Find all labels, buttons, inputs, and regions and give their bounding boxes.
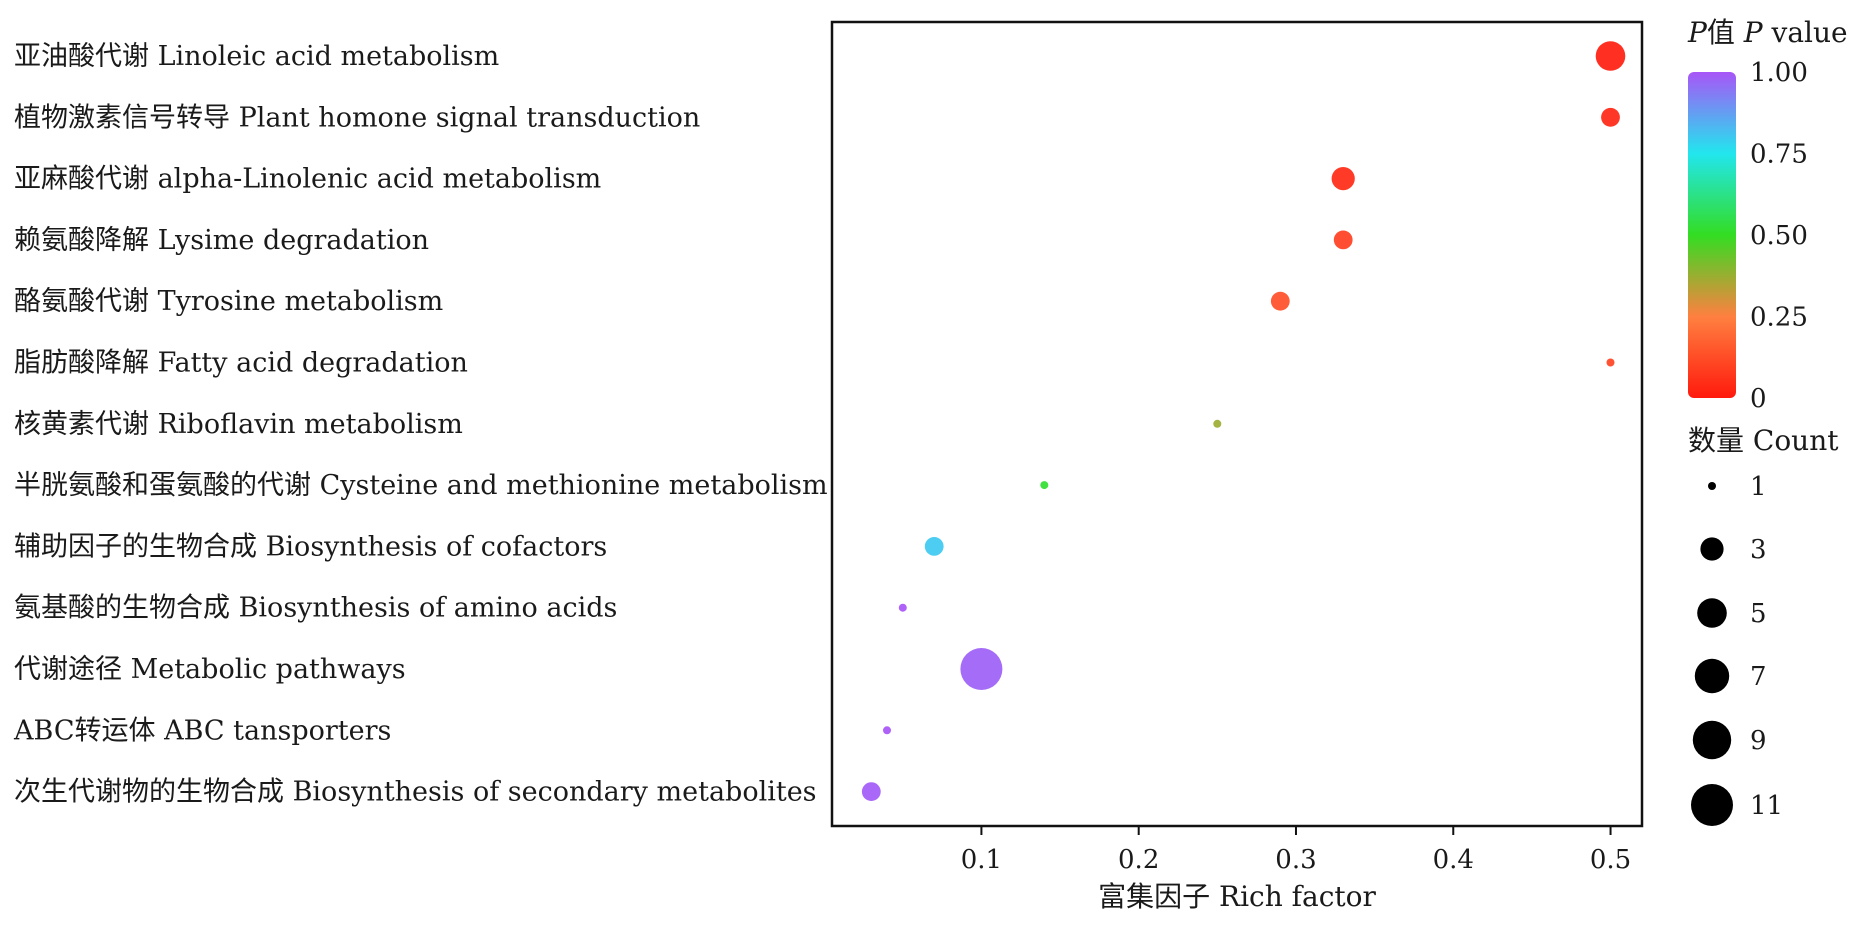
count-legend-label: 9 [1750, 726, 1767, 756]
category-label: 辅助因子的生物合成 Biosynthesis of cofactors [14, 531, 607, 562]
count-legend-circle [1692, 720, 1732, 760]
x-axis: 0.1 0.2 0.3 0.4 0.5 [961, 826, 1631, 875]
pvalue-colorbar [1688, 72, 1736, 398]
count-size-legend: 数量 Count 1 3 5 7 9 11 [1688, 424, 1839, 826]
category-labels: 亚油酸代谢 Linoleic acid metabolism 植物激素信号转导 P… [13, 41, 828, 808]
category-label: ABC转运体 ABC tansporters [13, 715, 391, 746]
category-label: 次生代谢物的生物合成 Biosynthesis of secondary met… [14, 777, 817, 808]
count-legend-label: 11 [1750, 791, 1783, 821]
pvalue-legend-tick: 1.00 [1750, 58, 1808, 88]
category-label: 赖氨酸降解 Lysime degradation [14, 225, 429, 256]
count-legend-circle [1691, 784, 1733, 826]
bubble-point [1040, 481, 1049, 490]
count-legend-circle [1700, 537, 1724, 561]
x-tick-label: 0.3 [1275, 845, 1316, 875]
category-label: 半胱氨酸和蛋氨酸的代谢 Cysteine and methionine meta… [14, 470, 828, 501]
count-legend-label: 5 [1750, 599, 1767, 629]
count-legend-title: 数量 Count [1688, 424, 1839, 457]
x-axis-title: 富集因子 Rich factor [1098, 880, 1376, 913]
bubble-point [883, 726, 891, 735]
bubble-point [1333, 230, 1353, 250]
x-tick-label: 0.2 [1118, 845, 1159, 875]
pvalue-legend-title: P值 P value [1687, 16, 1848, 49]
pvalue-color-legend: P值 P value 1.00 0.75 0.50 0.25 0 [1687, 16, 1848, 414]
category-label: 核黄素代谢 Riboflavin metabolism [14, 409, 463, 440]
category-label: 代谢途径 Metabolic pathways [14, 654, 406, 685]
plot-frame [830, 20, 1644, 828]
bubble-point [1331, 167, 1355, 191]
bubble-point [960, 648, 1003, 690]
count-legend-label: 7 [1750, 662, 1767, 692]
bubble-point [1213, 419, 1222, 428]
category-label: 亚油酸代谢 Linoleic acid metabolism [14, 41, 499, 72]
pvalue-legend-tick: 0.50 [1750, 221, 1808, 251]
pvalue-legend-tick: 0.25 [1750, 303, 1808, 333]
pvalue-legend-tick: 0.75 [1750, 140, 1808, 170]
count-legend-circle [1708, 482, 1716, 490]
bubble-point [861, 782, 881, 801]
count-legend-label: 1 [1750, 472, 1767, 502]
bubble-point [1601, 107, 1620, 127]
count-legend-circle [1694, 658, 1730, 694]
category-label: 亚麻酸代谢 alpha-Linolenic acid metabolism [14, 164, 601, 195]
bubbles [861, 41, 1626, 801]
x-tick-label: 0.4 [1433, 845, 1474, 875]
bubble-point [898, 603, 907, 612]
category-label: 酪氨酸代谢 Tyrosine metabolism [14, 286, 443, 317]
pvalue-legend-tick: 0 [1750, 384, 1767, 414]
category-label: 氨基酸的生物合成 Biosynthesis of amino acids [14, 593, 617, 624]
bubble-point [1606, 358, 1615, 367]
x-tick-label: 0.1 [961, 845, 1002, 875]
category-label: 植物激素信号转导 Plant homone signal transductio… [14, 102, 700, 133]
category-label: 脂肪酸降解 Fatty acid degradation [14, 348, 468, 379]
bubble-point [1270, 291, 1290, 311]
count-legend-label: 3 [1750, 535, 1767, 565]
count-legend-circle [1697, 598, 1727, 628]
bubble-point [924, 537, 944, 556]
x-tick-label: 0.5 [1590, 845, 1631, 875]
bubble-point [1595, 41, 1626, 71]
